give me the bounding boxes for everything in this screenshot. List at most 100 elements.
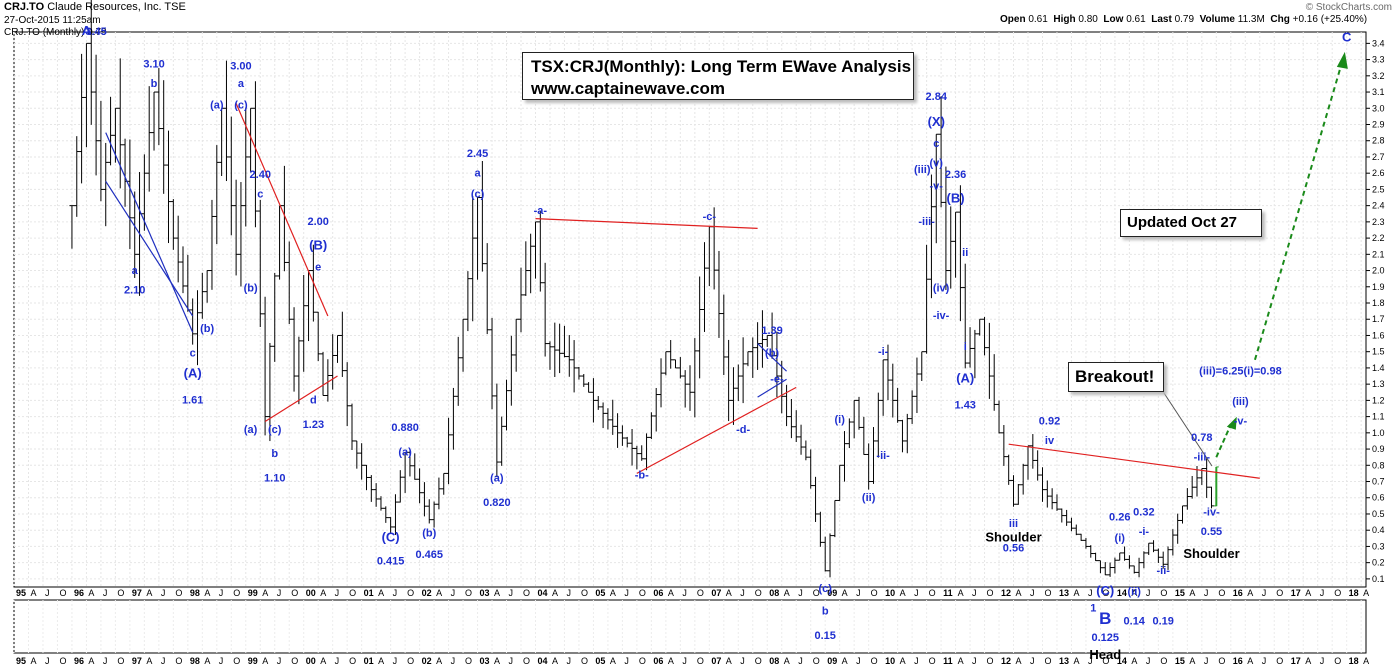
ohlc-bar [1189, 476, 1195, 499]
y-tick-label: 1.5 [1372, 347, 1385, 357]
x-tick-label-lower: O [291, 656, 298, 666]
ohlc-bar [1064, 509, 1070, 526]
ohlc-bar [1054, 494, 1060, 511]
ohlc-bar [909, 390, 915, 424]
y-tick-label: 3.4 [1372, 38, 1385, 48]
wave-label: i [964, 341, 967, 353]
ohlc-bar [528, 233, 534, 294]
ohlc-bar [88, 0, 94, 125]
x-tick-label: J [798, 588, 803, 598]
ohlc-bar [470, 195, 476, 322]
x-tick-label-lower: 95 [16, 656, 26, 666]
x-tick-label-lower: O [407, 656, 414, 666]
ohlc-bar [407, 450, 413, 477]
ohlc-bar [861, 416, 867, 455]
x-tick-label-lower: 12 [1001, 656, 1011, 666]
ohlc-bar [1165, 546, 1171, 570]
x-tick-label-lower: 08 [769, 656, 779, 666]
ohlc-bar [1020, 463, 1026, 495]
ohlc-bar [141, 154, 147, 231]
x-tick-label: J [161, 588, 166, 598]
ohlc-bar [784, 384, 790, 427]
ohlc-bar [668, 340, 674, 369]
wave-label: (ii) [1128, 586, 1142, 598]
ohlc-bar [392, 494, 398, 535]
x-tick-label: A [668, 588, 674, 598]
wave-label: -iii- [1194, 451, 1211, 463]
ohlc-bar [658, 358, 664, 408]
ohlc-bar [1155, 548, 1161, 563]
ohlc-bar [151, 91, 157, 151]
x-tick-label: J [566, 588, 571, 598]
x-tick-label: 13 [1059, 588, 1069, 598]
x-tick-label-lower: A [668, 656, 674, 666]
x-tick-label-lower: 16 [1233, 656, 1243, 666]
ohlc-bar [108, 96, 114, 166]
x-tick-label: 17 [1291, 588, 1301, 598]
ohlc-bar [991, 354, 997, 411]
wave-label: iii [1009, 518, 1018, 530]
ohlc-bar [1015, 484, 1021, 505]
wave-label: 0.56 [1003, 542, 1024, 554]
ohlc-bar [421, 482, 427, 517]
ohlc-bar [750, 337, 756, 378]
ohlc-bar [697, 276, 703, 379]
ohlc-bar [532, 221, 538, 279]
x-tick-label: J [219, 588, 224, 598]
y-tick-label: 2.8 [1372, 136, 1385, 146]
x-tick-label-lower: A [30, 656, 36, 666]
x-tick-label: O [175, 588, 182, 598]
x-tick-label-lower: 14 [1117, 656, 1127, 666]
wave-label: (b) [244, 283, 258, 295]
y-tick-label: 2.7 [1372, 152, 1385, 162]
x-tick-label: O [697, 588, 704, 598]
ohlc-bar [842, 431, 848, 482]
ohlc-bar [388, 517, 394, 534]
updated-note: Updated Oct 27 [1120, 209, 1262, 237]
x-tick-label: O [465, 588, 472, 598]
ohlc-bar [1141, 551, 1147, 569]
ohlc-bar [1030, 434, 1036, 469]
x-tick-label: O [1334, 588, 1341, 598]
x-tick-label-lower: A [552, 656, 558, 666]
ohlc-bar [996, 400, 1002, 434]
wave-label: 0.19 [1152, 615, 1173, 627]
x-tick-label-lower: 11 [943, 656, 953, 666]
x-tick-label: O [1044, 588, 1051, 598]
x-tick-label: A [552, 588, 558, 598]
ohlc-bar [349, 403, 355, 450]
ohlc-bar [69, 205, 75, 249]
x-tick-label: 09 [827, 588, 837, 598]
x-tick-label-lower: O [813, 656, 820, 666]
ohlc-bar [1136, 557, 1142, 578]
x-tick-label: A [1131, 588, 1137, 598]
y-tick-label: 0.8 [1372, 460, 1385, 470]
ohlc-bar [1180, 505, 1186, 524]
ohlc-bar [1170, 529, 1176, 556]
quote-summary: Open 0.61 High 0.80 Low 0.61 Last 0.79 V… [1000, 14, 1368, 25]
ohlc-bar [248, 107, 254, 172]
wave-label: 0.32 [1133, 507, 1154, 519]
x-tick-label: 97 [132, 588, 142, 598]
ohlc-bar [880, 359, 886, 416]
ohlc-bar [692, 338, 698, 418]
chart-symbol: CRJ.TO Claude Resources, Inc. TSE [4, 1, 186, 13]
wave-label: 0.880 [391, 422, 419, 434]
wave-label: a [238, 78, 245, 90]
wave-label: 2.36 [945, 169, 966, 181]
wave-label-B: B [1099, 609, 1111, 628]
ohlc-bar [475, 197, 481, 280]
ohlc-bar [426, 499, 432, 524]
x-tick-label-lower: A [494, 656, 500, 666]
x-tick-label: 16 [1233, 588, 1243, 598]
x-tick-label-lower: 00 [306, 656, 316, 666]
ohlc-bar [677, 357, 683, 379]
ohlc-bar [489, 317, 495, 410]
wave-label: 2.10 [124, 284, 145, 296]
wave-label: -i- [1139, 526, 1150, 538]
ohlc-bar [846, 418, 852, 449]
x-tick-label: O [523, 588, 530, 598]
ohlc-bar [74, 136, 80, 217]
x-tick-label-lower: 98 [190, 656, 200, 666]
ohlc-bar [98, 100, 104, 202]
